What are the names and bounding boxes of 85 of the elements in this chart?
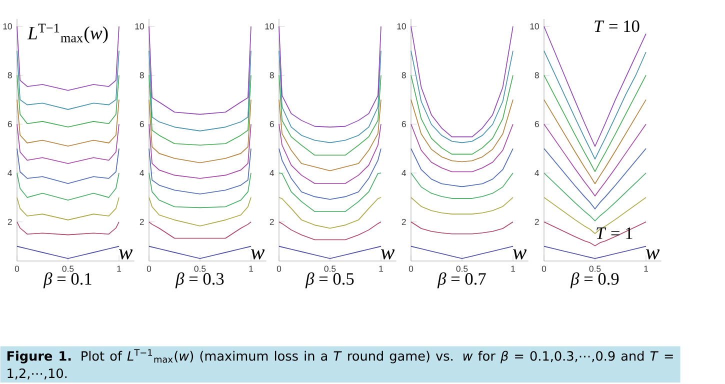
y-tick-label: 2	[270, 218, 274, 225]
x-tick-label: 1	[249, 266, 253, 272]
x-tick-label: 0	[146, 266, 152, 272]
text: β = 0.9	[570, 272, 619, 288]
x-tick-label: 0.5	[62, 266, 74, 272]
y-tick-label: 10	[135, 23, 144, 30]
y-tick-label: 8	[270, 72, 274, 78]
y-tick-label: 6	[534, 121, 539, 128]
y-tick-label: 4	[534, 170, 540, 176]
y-tick-label: 4	[8, 170, 12, 176]
line-series	[16, 50, 120, 110]
x-axis-title: w	[118, 249, 133, 260]
y-tick-label: 8	[534, 72, 539, 78]
x-tick-label: 0.5	[589, 266, 601, 272]
annotation: T = 10	[594, 20, 640, 32]
text: β = 0.1	[43, 272, 92, 288]
text: β = 0.5	[305, 272, 354, 288]
line-series	[16, 124, 120, 164]
x-tick-label: 0.5	[456, 266, 468, 272]
y-tick-label: 2	[402, 218, 406, 225]
line-series	[544, 74, 646, 172]
y-tick-label: 2	[140, 218, 144, 225]
line-series	[278, 148, 382, 200]
line-series	[148, 74, 252, 146]
line-series	[16, 246, 120, 259]
line-series	[278, 246, 382, 259]
x-tick-label: 0.5	[194, 266, 206, 272]
x-axis-title: w	[250, 249, 265, 260]
line-series	[148, 148, 252, 194]
x-tick-label: 0.5	[324, 266, 336, 272]
line-series	[16, 221, 120, 236]
line-series	[544, 246, 646, 259]
line-series	[278, 50, 382, 144]
line-series	[148, 197, 252, 226]
text: β = 0.7	[437, 272, 486, 288]
x-tick-label: 0	[276, 266, 282, 272]
y-tick-label: 6	[270, 121, 274, 128]
line-series	[16, 99, 120, 147]
x-tick-label: 0	[542, 266, 546, 272]
y-tick-label: 2	[534, 218, 539, 225]
line-series	[410, 148, 514, 188]
line-series	[16, 172, 120, 201]
line-series	[148, 172, 252, 208]
line-series	[278, 197, 382, 229]
y-tick-label: 10	[397, 23, 406, 30]
y-tick-label: 4	[270, 170, 274, 176]
line-series	[410, 50, 514, 144]
y-tick-label: 4	[402, 170, 406, 176]
line-series	[410, 99, 514, 162]
y-tick-label: 6	[8, 121, 12, 128]
y-tick-label: 6	[140, 121, 144, 128]
line-series	[278, 26, 382, 128]
y-tick-label: 2	[8, 218, 12, 225]
line-series	[148, 50, 252, 132]
x-axis-title: w	[512, 249, 527, 260]
text: β = 0.3	[175, 272, 224, 288]
line-series	[148, 99, 252, 164]
line-series	[16, 148, 120, 184]
line-series	[148, 124, 252, 179]
x-axis-title: w	[380, 249, 395, 260]
line-series	[148, 26, 252, 115]
y-tick-label: 10	[530, 23, 539, 30]
y-tick-label: 4	[140, 170, 144, 176]
y-tick-label: 8	[8, 72, 12, 78]
x-tick-label: 1	[511, 266, 515, 272]
annotation: T = 1	[596, 227, 632, 239]
x-tick-label: 0	[408, 266, 414, 272]
y-tick-label: 8	[402, 72, 406, 78]
y-tick-label: 8	[140, 72, 144, 78]
x-tick-label: 1	[379, 266, 383, 272]
line-series	[148, 246, 252, 259]
line-series	[410, 246, 514, 259]
line-series	[16, 74, 120, 128]
y-axis-title: L$^{T−1}$$_{max}$(w)	[27, 24, 108, 44]
y-tick-label: 10	[3, 23, 12, 30]
y-tick-label: 10	[265, 23, 274, 30]
x-tick-label: 0	[14, 266, 20, 272]
y-tick-label: 6	[402, 121, 406, 128]
x-axis-title: w	[646, 249, 660, 260]
x-tick-label: 1	[644, 266, 648, 272]
line-series	[278, 99, 382, 172]
line-series	[16, 26, 120, 91]
x-tick-label: 1	[117, 266, 121, 272]
text: Figure 1. Plot of L$^{T−1}$$_{max}$(w) (maximum loss in a T round game) vs. w for β = 0.1,0.3,⋯,0.9 and T = 1,2,⋯,10.	[7, 349, 673, 380]
line-series	[16, 197, 120, 220]
